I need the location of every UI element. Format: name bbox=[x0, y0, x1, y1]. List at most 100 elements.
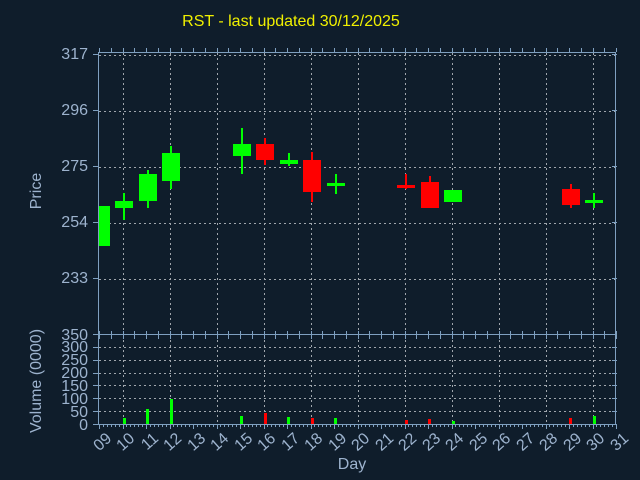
price-tick-label: 317 bbox=[61, 45, 88, 63]
candle-body bbox=[138, 174, 157, 201]
volume-bar bbox=[240, 416, 243, 424]
day-minor-tick-mark bbox=[279, 424, 281, 427]
day-minor-tick-mark bbox=[322, 424, 324, 427]
gridline-vertical bbox=[264, 335, 265, 424]
day-tick-mark bbox=[569, 48, 570, 52]
day-minor-tick-mark bbox=[561, 424, 563, 427]
day-tick-mark bbox=[251, 48, 253, 52]
day-minor-tick-mark bbox=[138, 424, 140, 427]
day-tick-mark bbox=[486, 330, 488, 339]
day-minor-tick-mark bbox=[134, 424, 136, 427]
day-tick-mark bbox=[275, 330, 277, 339]
day-tick-mark bbox=[228, 48, 230, 52]
gridline-vertical bbox=[217, 53, 218, 334]
day-tick-mark bbox=[475, 48, 476, 52]
day-tick-mark bbox=[439, 330, 441, 339]
day-minor-tick-mark bbox=[345, 424, 347, 427]
day-minor-tick-mark bbox=[271, 424, 273, 427]
day-minor-tick-mark bbox=[181, 424, 183, 427]
day-minor-tick-mark bbox=[463, 424, 465, 427]
day-tick-mark bbox=[616, 424, 617, 429]
day-minor-tick-mark bbox=[557, 424, 559, 427]
day-minor-tick-mark bbox=[330, 424, 332, 427]
day-tick-mark bbox=[204, 330, 206, 339]
day-tick-mark bbox=[193, 330, 194, 339]
gridline-vertical bbox=[405, 335, 406, 424]
day-tick-mark bbox=[451, 48, 453, 52]
day-minor-tick-mark bbox=[572, 424, 574, 427]
gridline-vertical bbox=[546, 53, 547, 334]
day-tick-label: 10 bbox=[113, 430, 139, 455]
day-tick-mark bbox=[428, 424, 429, 429]
day-minor-tick-mark bbox=[608, 424, 610, 427]
day-tick-label: 23 bbox=[419, 430, 444, 455]
day-tick-mark bbox=[263, 424, 265, 429]
price-tick-mark bbox=[611, 110, 617, 112]
volume-tick-mark bbox=[93, 334, 98, 335]
day-minor-tick-mark bbox=[302, 424, 304, 427]
day-minor-tick-mark bbox=[228, 424, 230, 427]
day-tick-mark bbox=[392, 48, 394, 52]
day-tick-mark bbox=[580, 48, 582, 52]
day-minor-tick-mark bbox=[165, 424, 167, 427]
day-tick-label: 16 bbox=[254, 430, 280, 455]
day-minor-tick-mark bbox=[525, 424, 527, 427]
day-tick-label: 20 bbox=[348, 430, 374, 455]
gridline-horizontal bbox=[99, 278, 615, 280]
day-tick-mark bbox=[463, 48, 465, 52]
gridline-vertical bbox=[452, 335, 453, 424]
day-minor-tick-mark bbox=[247, 424, 249, 427]
gridline-vertical bbox=[264, 53, 265, 334]
volume-tick-label: 50 bbox=[70, 403, 88, 421]
day-tick-mark bbox=[298, 48, 300, 52]
gridline-vertical bbox=[170, 53, 171, 334]
day-tick-mark bbox=[228, 330, 230, 339]
day-minor-tick-mark bbox=[388, 424, 390, 427]
day-minor-tick-mark bbox=[353, 424, 355, 427]
gridline-horizontal bbox=[99, 110, 615, 112]
day-tick-label: 09 bbox=[90, 430, 115, 455]
day-tick-label: 11 bbox=[138, 430, 162, 454]
day-minor-tick-mark bbox=[142, 424, 144, 427]
volume-bar bbox=[146, 408, 149, 424]
day-tick-mark bbox=[498, 48, 500, 52]
volume-tick-label: 0 bbox=[79, 416, 88, 434]
candle-body bbox=[279, 159, 298, 164]
gridline-vertical bbox=[358, 335, 359, 424]
day-tick-label: 12 bbox=[160, 430, 186, 455]
volume-tick-mark bbox=[611, 398, 617, 400]
day-minor-tick-mark bbox=[294, 424, 296, 427]
volume-bar bbox=[569, 417, 572, 424]
day-minor-tick-mark bbox=[455, 424, 457, 427]
day-tick-label: 27 bbox=[513, 430, 538, 455]
day-minor-tick-mark bbox=[267, 424, 269, 427]
day-minor-tick-mark bbox=[537, 424, 539, 427]
day-minor-tick-mark bbox=[486, 424, 488, 427]
gridline-vertical bbox=[217, 335, 218, 424]
day-tick-mark bbox=[592, 48, 594, 52]
day-tick-mark bbox=[486, 48, 488, 52]
day-tick-mark bbox=[275, 48, 277, 52]
day-minor-tick-mark bbox=[283, 424, 285, 427]
volume-tick-mark bbox=[611, 372, 617, 374]
day-tick-mark bbox=[416, 48, 418, 52]
day-minor-tick-mark bbox=[361, 424, 363, 427]
day-tick-mark bbox=[369, 48, 371, 52]
day-tick-mark bbox=[569, 424, 570, 429]
day-minor-tick-mark bbox=[341, 424, 343, 427]
candle-body bbox=[326, 183, 345, 187]
gridline-horizontal bbox=[99, 222, 615, 224]
volume-bar bbox=[334, 417, 337, 424]
day-minor-tick-mark bbox=[416, 424, 418, 427]
volume-tick-mark bbox=[611, 385, 617, 387]
volume-tick-label: 300 bbox=[61, 339, 88, 357]
price-tick-label: 296 bbox=[61, 101, 88, 119]
day-tick-mark bbox=[99, 330, 100, 339]
day-minor-tick-mark bbox=[153, 424, 155, 427]
volume-bar bbox=[404, 420, 408, 424]
candle-wick bbox=[405, 174, 407, 189]
day-minor-tick-mark bbox=[471, 424, 473, 427]
price-tick-mark bbox=[611, 166, 617, 168]
candle-body bbox=[420, 182, 439, 208]
day-tick-mark bbox=[146, 48, 147, 52]
